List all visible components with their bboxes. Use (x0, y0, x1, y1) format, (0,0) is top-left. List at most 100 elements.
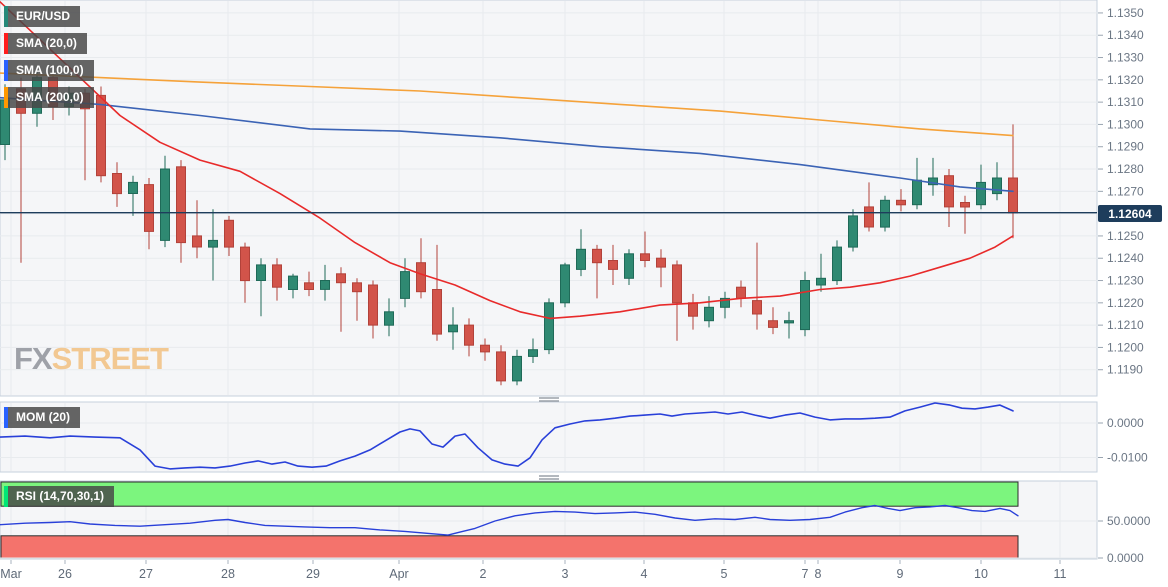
candle-body[interactable] (816, 277, 826, 286)
candle-body[interactable] (912, 179, 922, 206)
candle-body[interactable] (112, 173, 122, 195)
candle-body[interactable] (528, 349, 538, 357)
candle-body[interactable] (304, 282, 314, 290)
symbol-legend[interactable]: EUR/USD (4, 6, 81, 27)
symbol-label: EUR/USD (8, 6, 81, 27)
candle-body[interactable] (608, 260, 618, 270)
momentum-pane[interactable] (0, 401, 1098, 473)
candle-body[interactable] (384, 311, 394, 326)
candle-body[interactable] (720, 297, 730, 308)
sma100-legend[interactable]: SMA (100,0) (4, 60, 94, 81)
candle-body[interactable] (224, 219, 234, 248)
sma200-legend[interactable]: SMA (200,0) (4, 87, 94, 108)
mom-axis-label: -0.0100 (1107, 451, 1148, 465)
price-axis-label: 1.1280 (1107, 162, 1144, 176)
candle-body[interactable] (960, 202, 970, 208)
x-axis-label: 2 (480, 567, 487, 581)
mom-legend[interactable]: MOM (20) (4, 407, 80, 428)
candle-body[interactable] (208, 239, 218, 248)
rsi-legend[interactable]: RSI (14,70,30,1) (4, 486, 115, 507)
candle-body[interactable] (880, 199, 890, 228)
candle-body[interactable] (192, 235, 202, 248)
candle-body[interactable] (272, 264, 282, 288)
candle-body[interactable] (368, 284, 378, 326)
candle-body[interactable] (432, 289, 442, 335)
candle-body[interactable] (592, 248, 602, 264)
candle-body[interactable] (976, 181, 986, 206)
rsi-overbought-band (0, 481, 1019, 507)
candle-body[interactable] (576, 248, 586, 270)
candle-body[interactable] (544, 302, 554, 351)
candle-body[interactable] (128, 181, 138, 194)
candle-body[interactable] (464, 324, 474, 346)
candle-body[interactable] (336, 273, 346, 284)
candle-body[interactable] (832, 246, 842, 282)
candle-body[interactable] (320, 280, 330, 290)
candle-body[interactable] (688, 302, 698, 317)
candle-body[interactable] (256, 264, 266, 281)
rsi-axis-label: 50.0000 (1107, 514, 1151, 528)
rsi-line (0, 504, 1019, 536)
sma100-color-bar (4, 60, 8, 81)
sma20-color-bar (4, 33, 8, 54)
x-axis-label: 26 (58, 567, 72, 581)
watermark-fx: FX (14, 341, 53, 376)
candle-body[interactable] (176, 166, 186, 244)
candle-body[interactable] (864, 206, 874, 228)
candle-body[interactable] (992, 177, 1002, 195)
x-axis-label: 8 (815, 567, 822, 581)
candle-body[interactable] (656, 257, 666, 268)
sma200-color-bar (4, 87, 8, 108)
candle-body[interactable] (512, 355, 522, 382)
candle-body[interactable] (560, 264, 570, 304)
price-axis-label: 1.1310 (1107, 95, 1144, 109)
candle-body[interactable] (752, 300, 762, 315)
sma200-label: SMA (200,0) (8, 87, 94, 108)
price-axis-label: 1.1350 (1107, 6, 1144, 20)
current-price-label: 1.12604 (1098, 205, 1162, 222)
candle-body[interactable] (240, 246, 250, 282)
candle-body[interactable] (160, 168, 170, 241)
price-axis-label: 1.1230 (1107, 274, 1144, 288)
candle-body[interactable] (288, 275, 298, 291)
sma200-line (0, 72, 1014, 137)
candle-body[interactable] (848, 215, 858, 248)
x-axis-label: 9 (897, 567, 904, 581)
candle-body[interactable] (352, 282, 362, 293)
candle-body[interactable] (768, 320, 778, 328)
candle-body[interactable] (928, 177, 938, 186)
fxstreet-watermark: FXSTREET (14, 341, 169, 377)
candle-body[interactable] (896, 199, 906, 206)
candle-body[interactable] (640, 253, 650, 262)
candle-body[interactable] (496, 351, 506, 382)
mom-label: MOM (20) (8, 407, 80, 428)
candle-body[interactable] (480, 344, 490, 353)
momentum-line (0, 402, 1014, 470)
candle-body[interactable] (96, 94, 106, 177)
candle-body[interactable] (416, 262, 426, 293)
x-axis-label: 28 (221, 567, 235, 581)
candle-body[interactable] (144, 184, 154, 232)
candle-body[interactable] (1008, 177, 1018, 214)
candle-body[interactable] (672, 264, 682, 304)
pane-separator-handle[interactable] (539, 475, 559, 480)
price-axis-label: 1.1300 (1107, 117, 1144, 131)
candle-body[interactable] (704, 306, 714, 322)
x-axis-label: Apr (389, 567, 408, 581)
candle-body[interactable] (944, 175, 954, 208)
candle-body[interactable] (736, 286, 746, 299)
candle-body[interactable] (800, 280, 810, 331)
candle-body[interactable] (400, 271, 410, 299)
candle-body[interactable] (624, 253, 634, 279)
watermark-street: STREET (51, 341, 169, 376)
pane-separator-handle[interactable] (539, 397, 559, 402)
price-axis-label: 1.1240 (1107, 251, 1144, 265)
rsi-axis-label: 0.0000 (1107, 551, 1144, 565)
candle-body[interactable] (784, 320, 794, 324)
price-axis-label: 1.1340 (1107, 28, 1144, 42)
sma20-legend[interactable]: SMA (20,0) (4, 33, 87, 54)
price-axis-label: 1.1290 (1107, 140, 1144, 154)
candle-body[interactable] (448, 324, 458, 333)
mom-axis-label: 0.0000 (1107, 416, 1144, 430)
